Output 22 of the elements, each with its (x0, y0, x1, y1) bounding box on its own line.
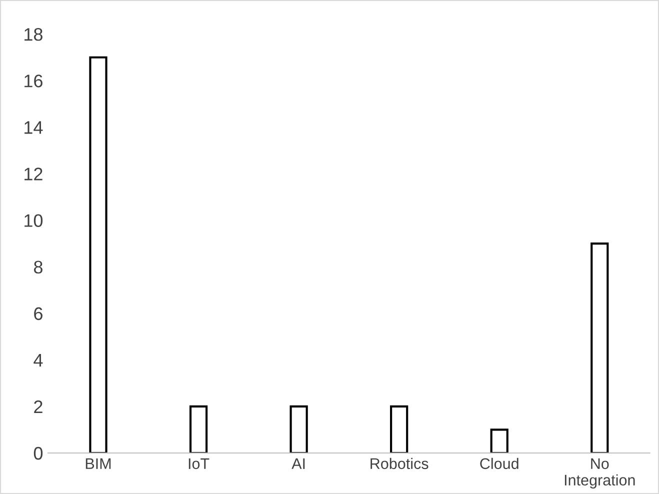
x-tick-label: No Integration (564, 458, 635, 489)
y-tick-label: 8 (34, 260, 42, 274)
y-tick-label: 14 (24, 121, 43, 134)
y-tick-label: 4 (34, 354, 43, 366)
y-tick-label: 2 (34, 400, 42, 413)
bar (89, 56, 108, 453)
x-tick-label: Cloud (480, 458, 518, 470)
x-tick-label: IoT (188, 458, 210, 470)
bar (290, 405, 308, 453)
y-tick-label: 0 (34, 446, 43, 460)
bar (590, 242, 609, 453)
bar (490, 428, 508, 453)
x-tick-label: Robotics (370, 458, 428, 470)
bar (390, 405, 408, 453)
y-tick-label: 10 (24, 214, 43, 227)
bar (189, 405, 208, 453)
y-tick-label: 16 (24, 74, 42, 88)
y-tick-label: 6 (34, 307, 42, 320)
y-tick-label: 18 (24, 28, 42, 41)
x-tick-label: BIM (86, 458, 111, 469)
x-tick-label: AI (292, 458, 305, 469)
y-tick-label: 12 (24, 168, 42, 180)
